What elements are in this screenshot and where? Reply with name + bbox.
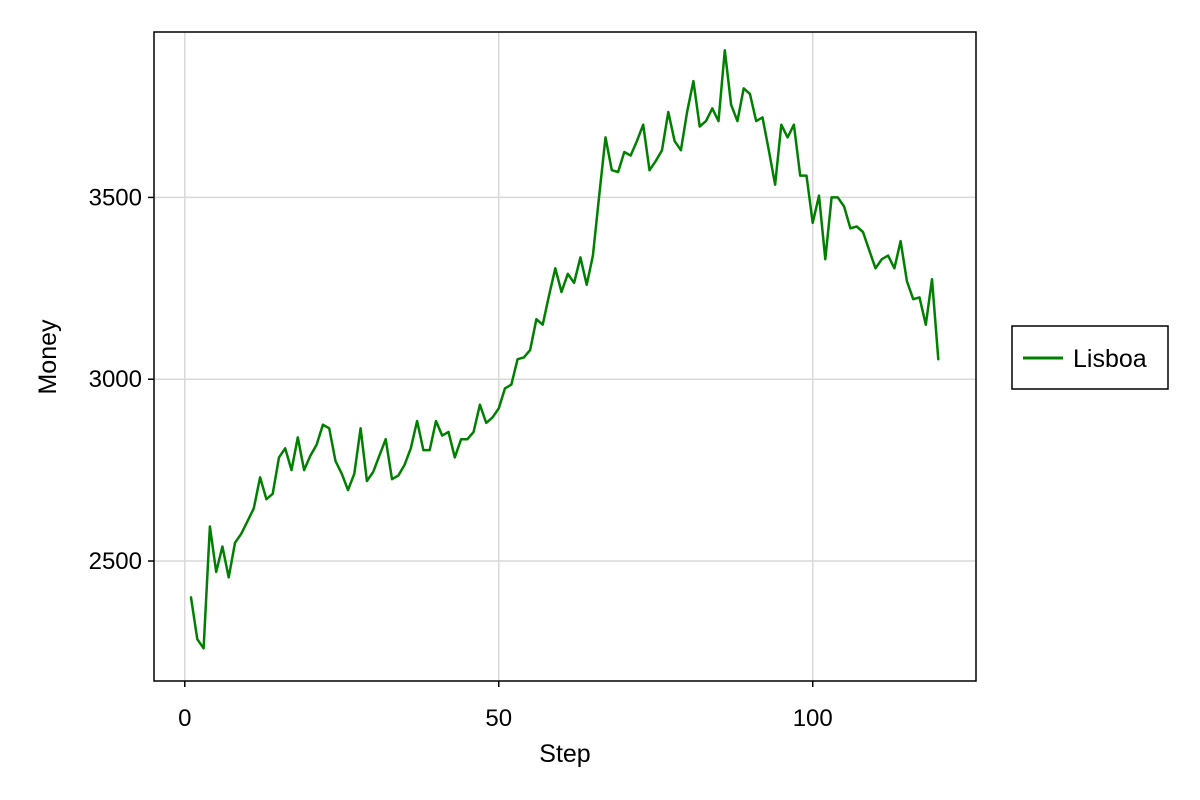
y-tick-label: 2500 bbox=[89, 548, 142, 575]
x-tick-label: 100 bbox=[793, 705, 833, 732]
legend: Lisboa bbox=[1011, 325, 1169, 390]
grid bbox=[154, 32, 976, 681]
y-tick-label: 3000 bbox=[89, 366, 142, 393]
y-tick-label: 3500 bbox=[89, 184, 142, 211]
y-axis-ticks: 2500 3000 3500 bbox=[89, 184, 154, 575]
series-line-lisboa bbox=[189, 48, 940, 650]
x-tick-label: 50 bbox=[485, 705, 512, 732]
x-axis-ticks: 0 50 100 bbox=[178, 681, 833, 732]
x-tick-label: 0 bbox=[178, 705, 191, 732]
series-layer bbox=[189, 48, 940, 650]
plot-area-frame bbox=[153, 31, 977, 682]
y-axis-label: Money bbox=[34, 319, 62, 395]
legend-label-lisboa: Lisboa bbox=[1073, 345, 1147, 373]
x-axis-label: Step bbox=[539, 740, 590, 768]
